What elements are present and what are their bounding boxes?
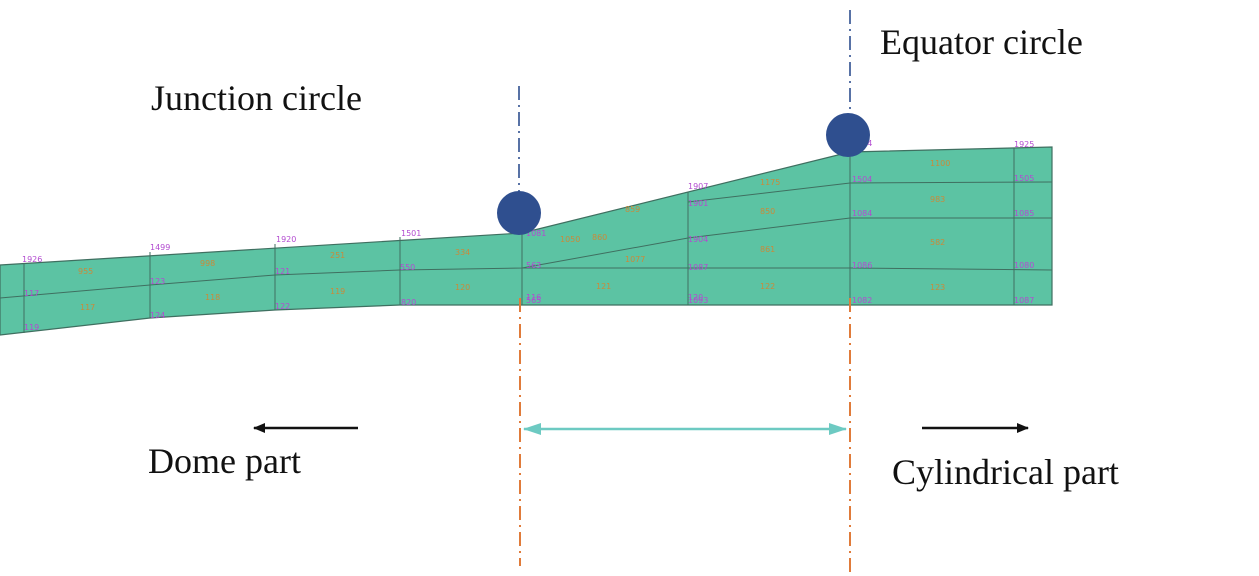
mesh-element-id: 983: [930, 195, 945, 204]
mesh-element-id: 955: [78, 267, 93, 276]
mesh-node-id: 1081: [526, 229, 546, 238]
mesh-node-id: 1082: [852, 296, 872, 305]
mesh-layer-line: [0, 217, 1052, 299]
mesh-element-id: 122: [760, 282, 775, 291]
mesh-node-id: 117: [24, 289, 39, 298]
dome-part-label: Dome part: [148, 441, 301, 481]
mesh-node-id: 1505: [1014, 174, 1034, 183]
mesh-element-id: 251: [330, 251, 345, 260]
mesh-element-id: 118: [205, 293, 220, 302]
mesh-element-id: 1175: [760, 178, 780, 187]
mesh: 1926149919201501190719011904108710931094…: [0, 139, 1053, 336]
mesh-node-labels: 1926149919201501190719011904108710931094…: [22, 139, 1034, 332]
mesh-node-id: 1086: [852, 261, 872, 270]
mesh-outline: [0, 146, 1053, 336]
mesh-node-id: 1907: [688, 182, 708, 191]
mesh-element-id: 998: [200, 259, 215, 268]
mesh-node-id: 820: [401, 298, 416, 307]
mesh-element-id: 582: [930, 238, 945, 247]
mesh-element-id: 860: [592, 233, 607, 242]
mesh-element-id: 859: [625, 205, 640, 214]
mesh-element-labels: 955 998 251 334 1050 850 1175 859 860 861 1100 983 5…: [78, 159, 950, 312]
mesh-node-id: 1080: [1014, 261, 1034, 270]
cylindrical-part-label: Cylindrical part: [892, 452, 1119, 492]
mesh-node-id: 1084: [852, 209, 872, 218]
mesh-node-id: 1920: [276, 235, 296, 244]
mesh-element-id: 1050: [560, 235, 580, 244]
mesh-node-id: 122: [275, 302, 290, 311]
mesh-node-id: 121: [275, 267, 290, 276]
mesh-node-id: 1904: [688, 235, 708, 244]
mesh-node-id: 120: [688, 293, 703, 302]
mesh-node-id: 1901: [688, 199, 708, 208]
mesh-element-id: 334: [455, 248, 470, 257]
mesh-node-id: 116: [526, 293, 541, 302]
mesh-node-id: 1499: [150, 243, 170, 252]
mesh-node-id: 565: [526, 296, 541, 305]
mesh-element-id: 1100: [930, 159, 950, 168]
junction-circle-label: Junction circle: [151, 78, 362, 118]
mesh-node-id: 1085: [1014, 209, 1034, 218]
mesh-node-id: 123: [150, 277, 165, 286]
mesh-node-id: 124: [150, 311, 165, 320]
equator-circle-marker: [826, 113, 870, 157]
mesh-node-id: 1925: [1014, 140, 1034, 149]
mesh-node-id: 563: [526, 261, 541, 270]
mesh-element-id: 121: [596, 282, 611, 291]
mesh-node-id: 550: [400, 263, 415, 272]
mesh-element-id: 850: [760, 207, 775, 216]
equator-circle-label: Equator circle: [880, 22, 1083, 62]
mesh-element-id: 117: [80, 303, 95, 312]
mesh-layer-line: [522, 267, 1053, 271]
mesh-node-id: 1501: [401, 229, 421, 238]
mesh-node-id: 1087: [1014, 296, 1034, 305]
mesh-element-id: 123: [930, 283, 945, 292]
mesh-element-id: 120: [455, 283, 470, 292]
mesh-node-id: 1093: [688, 296, 708, 305]
mesh-node-id: 119: [24, 323, 39, 332]
mesh-element-id: 861: [760, 245, 775, 254]
mesh-node-id: 1504: [852, 175, 872, 184]
junction-circle-marker: [497, 191, 541, 235]
mesh-node-id: 1926: [22, 255, 42, 264]
mesh-element-id: 119: [330, 287, 345, 296]
mesh-element-id: 1077: [625, 255, 645, 264]
mesh-node-id: 1087: [688, 263, 708, 272]
